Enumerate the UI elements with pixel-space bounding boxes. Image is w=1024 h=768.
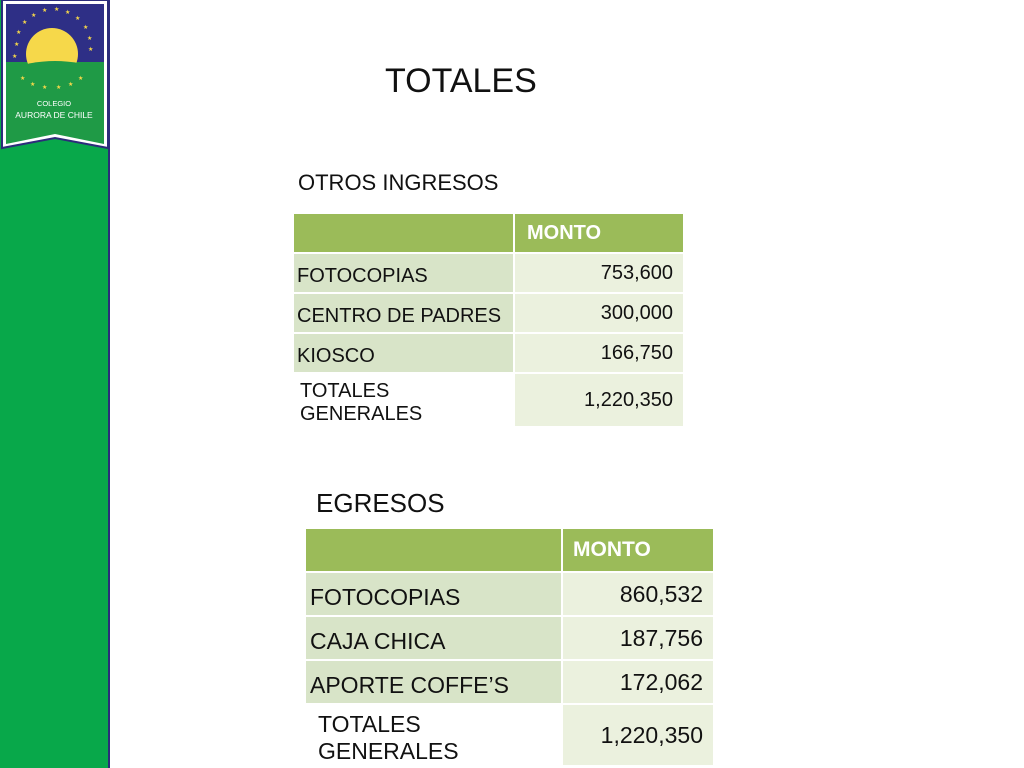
svg-text:★: ★ — [31, 12, 36, 19]
table-row: KIOSCO 166,750 — [294, 334, 683, 372]
svg-text:★: ★ — [30, 81, 35, 88]
logo-line-1: COLEGIO — [37, 99, 71, 108]
svg-text:★: ★ — [68, 81, 73, 88]
header-empty-cell — [294, 214, 513, 252]
row-label: CENTRO DE PADRES — [294, 294, 513, 332]
egresos-heading: EGRESOS — [316, 488, 445, 518]
row-value: 172,062 — [563, 661, 713, 703]
total-label: TOTALES GENERALES — [306, 705, 561, 765]
svg-text:★: ★ — [87, 35, 92, 42]
svg-text:★: ★ — [22, 19, 27, 26]
table-row: CAJA CHICA 187,756 — [306, 617, 713, 659]
row-value: 187,756 — [563, 617, 713, 659]
total-value: 1,220,350 — [563, 705, 713, 765]
svg-text:★: ★ — [88, 46, 93, 53]
row-value: 860,532 — [563, 573, 713, 615]
otros-ingresos-table: MONTO FOTOCOPIAS 753,600 CENTRO DE PADRE… — [292, 212, 685, 428]
svg-text:★: ★ — [65, 9, 70, 16]
svg-text:★: ★ — [14, 41, 19, 48]
otros-ingresos-heading: OTROS INGRESOS — [298, 170, 499, 195]
row-label: CAJA CHICA — [306, 617, 561, 659]
svg-text:★: ★ — [78, 75, 83, 82]
total-label: TOTALES GENERALES — [294, 374, 513, 426]
sidebar-band: ★ ★ ★ ★ ★ ★ ★ ★ ★ ★ ★ ★ ★ ★ ★ ★ ★ ★ COLEGIO AURORA D… — [0, 0, 110, 768]
row-value: 300,000 — [515, 294, 683, 332]
row-label: APORTE COFFE’S — [306, 661, 561, 703]
svg-text:★: ★ — [42, 84, 47, 91]
row-label: FOTOCOPIAS — [294, 254, 513, 292]
table-header-row: MONTO — [306, 529, 713, 571]
logo-line-2: AURORA DE CHILE — [15, 110, 93, 120]
total-row: TOTALES GENERALES 1,220,350 — [306, 705, 713, 765]
monto-header: MONTO — [515, 214, 683, 252]
table-header-row: MONTO — [294, 214, 683, 252]
svg-text:★: ★ — [12, 53, 17, 60]
svg-text:★: ★ — [56, 84, 61, 91]
svg-text:★: ★ — [83, 24, 88, 31]
row-label: KIOSCO — [294, 334, 513, 372]
table-row: FOTOCOPIAS 860,532 — [306, 573, 713, 615]
row-value: 166,750 — [515, 334, 683, 372]
header-empty-cell — [306, 529, 561, 571]
total-value: 1,220,350 — [515, 374, 683, 426]
row-label: FOTOCOPIAS — [306, 573, 561, 615]
svg-text:★: ★ — [16, 29, 21, 36]
svg-text:★: ★ — [75, 15, 80, 22]
total-row: TOTALES GENERALES 1,220,350 — [294, 374, 683, 426]
svg-text:★: ★ — [54, 6, 59, 13]
svg-text:★: ★ — [20, 75, 25, 82]
svg-text:★: ★ — [42, 7, 47, 14]
school-crest-logo: ★★★ ★★ ★ ★★★ ★★★ ★★ ★ ★ ★★ COLEGIO AURORA D… — [1, 0, 109, 150]
table-row: FOTOCOPIAS 753,600 — [294, 254, 683, 292]
table-row: APORTE COFFE’S 172,062 — [306, 661, 713, 703]
egresos-table: MONTO FOTOCOPIAS 860,532 CAJA CHICA 187,… — [304, 527, 715, 767]
row-value: 753,600 — [515, 254, 683, 292]
monto-header: MONTO — [563, 529, 713, 571]
table-row: CENTRO DE PADRES 300,000 — [294, 294, 683, 332]
page-title: TOTALES — [385, 62, 537, 100]
